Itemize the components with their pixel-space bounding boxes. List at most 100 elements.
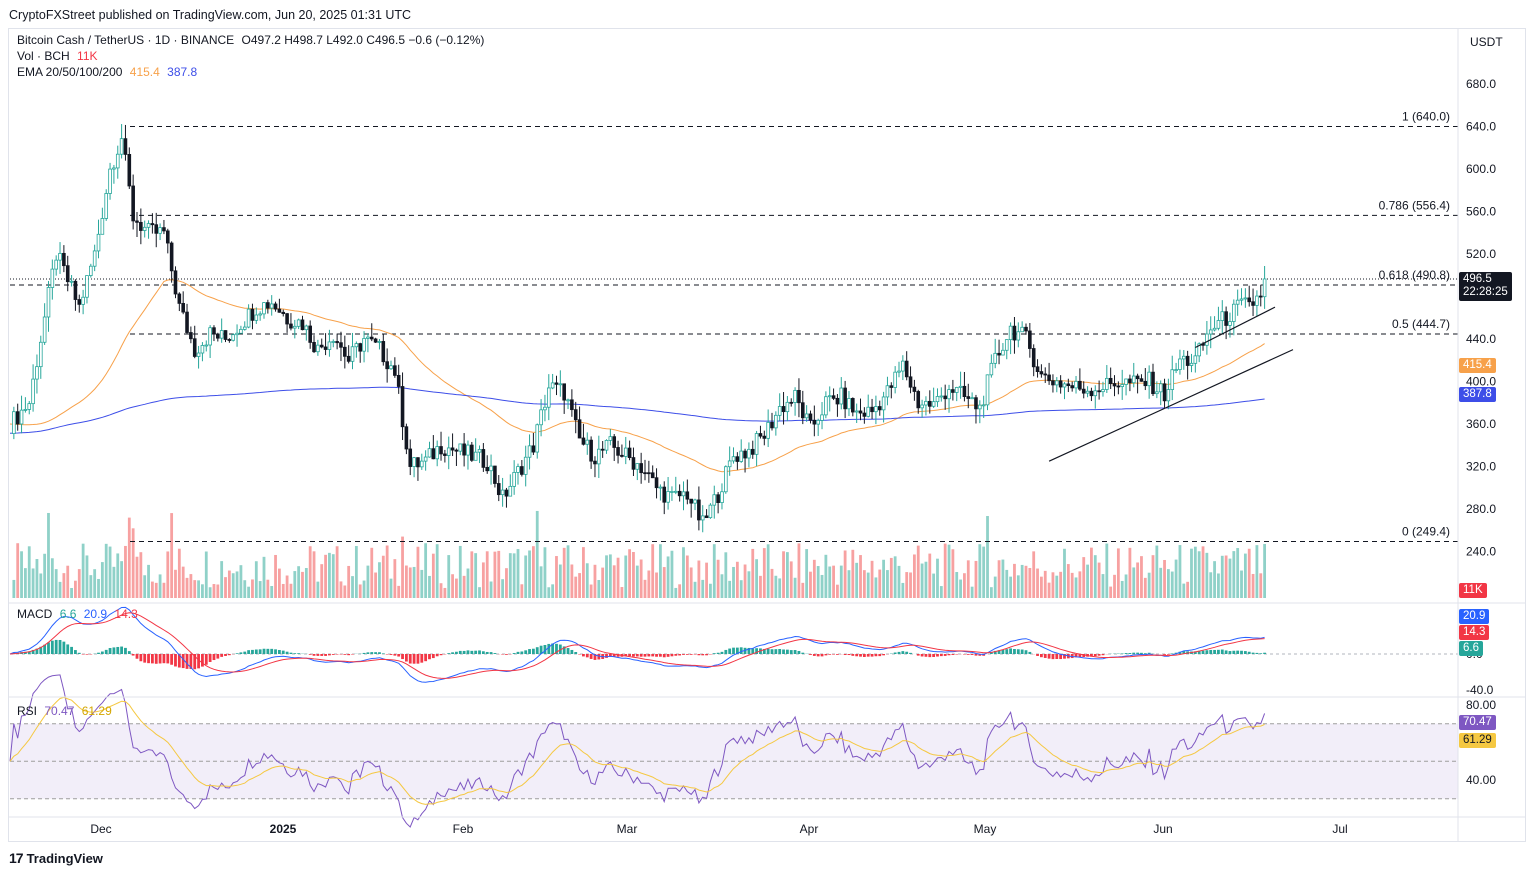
macd-histogram-bar xyxy=(320,654,324,656)
volume-bar xyxy=(1143,577,1147,598)
candle-body xyxy=(1028,330,1032,349)
macd-histogram-bar xyxy=(524,650,528,654)
macd-histogram-bar xyxy=(739,647,743,654)
volume-bar xyxy=(247,586,251,598)
macd-histogram-bar xyxy=(147,654,150,664)
macd-histogram-bar xyxy=(397,654,401,657)
volume-bar xyxy=(281,583,285,598)
ema-legend[interactable]: EMA 20/50/100/200 415.4 387.8 xyxy=(17,65,201,79)
price-tick-label: 520.0 xyxy=(1466,247,1496,261)
candle-body xyxy=(1212,327,1217,331)
candle-body xyxy=(920,404,924,409)
volume-bar xyxy=(1140,556,1143,598)
macd-histogram-bar xyxy=(1047,654,1051,659)
volume-bar xyxy=(809,571,812,598)
candle-body xyxy=(435,446,439,460)
candle-body xyxy=(65,265,70,283)
macd-histogram-bar xyxy=(820,654,824,657)
macd-histogram-bar xyxy=(836,654,839,655)
volume-bar xyxy=(1109,586,1113,598)
candle-body xyxy=(620,454,624,457)
candle-body xyxy=(1193,355,1198,364)
macd-histogram-bar xyxy=(258,649,262,654)
volume-bar xyxy=(789,561,793,598)
candle-body xyxy=(319,344,324,348)
symbol-legend[interactable]: Bitcoin Cash / TetherUS · 1D · BINANCE O… xyxy=(17,33,488,47)
volume-bar xyxy=(120,561,124,598)
candle-body xyxy=(777,406,782,416)
macd-histogram-bar xyxy=(170,654,174,665)
candle-body xyxy=(189,332,193,340)
macd-histogram-bar xyxy=(1082,654,1086,658)
volume-bar xyxy=(58,581,62,598)
volume-tag: 11K xyxy=(1459,583,1487,598)
volume-bar xyxy=(1063,548,1066,598)
volume-bar xyxy=(1016,575,1020,598)
macd-histogram-bar xyxy=(466,650,470,654)
tradingview-footer[interactable]: 17 TradingView xyxy=(9,850,103,866)
candle-body xyxy=(181,303,185,313)
macd-legend[interactable]: MACD 6.6 20.9 14.3 xyxy=(17,607,142,621)
volume-bar xyxy=(328,552,331,598)
macd-histogram-bar xyxy=(204,654,208,665)
volume-bar xyxy=(909,572,912,598)
macd-histogram-bar xyxy=(597,654,601,660)
candle-body xyxy=(981,404,986,407)
candle-body xyxy=(1128,378,1132,384)
macd-line-tag: 20.9 xyxy=(1459,609,1490,624)
macd-histogram-bar xyxy=(520,651,524,654)
candle-body xyxy=(173,270,178,295)
chart-frame[interactable] xyxy=(8,28,1526,842)
volume-bar xyxy=(685,555,689,598)
volume-bar xyxy=(974,560,978,598)
axes: 680.0640.0600.0560.0520.0480.0440.0400.0… xyxy=(8,28,1526,842)
candle-body xyxy=(1001,349,1005,356)
candle-body xyxy=(31,378,35,405)
macd-histogram-bar xyxy=(1036,654,1039,656)
macd-histogram-bar xyxy=(647,654,651,657)
volume-bar xyxy=(112,566,116,598)
candle-body xyxy=(208,327,212,346)
volume-bar xyxy=(816,566,820,598)
volume-bar xyxy=(970,586,974,598)
macd-histogram-bar xyxy=(197,654,200,669)
candle-body xyxy=(1097,390,1101,393)
macd-histogram-bar xyxy=(705,654,708,656)
candle-body xyxy=(589,439,593,462)
candle-body xyxy=(135,220,139,223)
candle-body xyxy=(670,491,674,493)
macd-histogram-bar xyxy=(74,650,77,654)
macd-hist-value: 6.6 xyxy=(59,607,77,621)
volume-bar xyxy=(539,566,543,598)
rsi-value: 70.47 xyxy=(44,704,75,718)
macd-histogram-bar xyxy=(1247,651,1251,654)
volume-legend[interactable]: Vol · BCH 11K xyxy=(17,49,102,63)
candle-body xyxy=(165,230,170,244)
rsi-legend[interactable]: RSI 70.47 61.29 xyxy=(17,704,116,718)
volume-bar xyxy=(162,582,166,598)
candle-body xyxy=(54,259,58,270)
candle-body xyxy=(627,447,632,458)
volume-bar xyxy=(331,554,335,598)
candle-body xyxy=(974,397,978,410)
macd-histogram-bar xyxy=(127,651,131,654)
candle-body xyxy=(246,308,251,328)
volume-bar xyxy=(393,559,397,598)
candle-body xyxy=(142,226,147,231)
volume-bar xyxy=(131,528,135,598)
currency-label[interactable]: USDT xyxy=(1470,35,1503,49)
candle-body xyxy=(862,412,867,417)
macd-histogram-bar xyxy=(1220,649,1224,654)
macd-histogram-bar xyxy=(266,648,270,654)
candle-body xyxy=(96,233,101,252)
macd-histogram-bar xyxy=(1059,654,1063,660)
macd-histogram-bar xyxy=(1197,650,1201,654)
candle-body xyxy=(419,460,424,468)
candle-body xyxy=(766,421,770,439)
macd-histogram-bar xyxy=(816,654,820,657)
volume-bar xyxy=(632,551,635,598)
macd-histogram-bar xyxy=(862,654,866,657)
macd-histogram-bar xyxy=(212,654,216,661)
candle-body xyxy=(1062,383,1067,388)
